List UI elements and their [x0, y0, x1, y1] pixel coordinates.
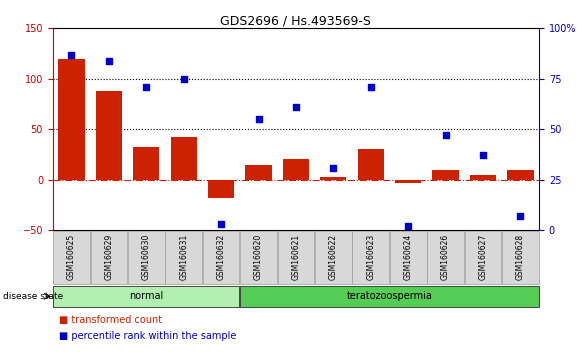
Point	[478, 153, 488, 158]
Point	[404, 223, 413, 229]
Text: ■ transformed count: ■ transformed count	[59, 315, 162, 325]
FancyBboxPatch shape	[240, 286, 539, 307]
FancyBboxPatch shape	[465, 231, 502, 284]
FancyBboxPatch shape	[390, 231, 427, 284]
Text: GSM160632: GSM160632	[217, 233, 226, 280]
FancyBboxPatch shape	[278, 231, 314, 284]
Bar	[395, 180, 421, 183]
FancyBboxPatch shape	[315, 231, 352, 284]
FancyBboxPatch shape	[427, 231, 464, 284]
Text: GSM160623: GSM160623	[366, 233, 375, 280]
Text: GSM160631: GSM160631	[179, 233, 188, 280]
Text: GSM160625: GSM160625	[67, 233, 76, 280]
Point	[441, 132, 450, 138]
Bar	[321, 177, 346, 180]
Text: GSM160624: GSM160624	[404, 233, 413, 280]
Point	[216, 221, 226, 227]
FancyBboxPatch shape	[352, 231, 389, 284]
Text: normal: normal	[129, 291, 163, 301]
FancyBboxPatch shape	[53, 231, 90, 284]
Point	[179, 76, 188, 82]
Text: GSM160629: GSM160629	[104, 233, 113, 280]
Bar	[283, 160, 309, 180]
Point	[142, 84, 151, 90]
Bar	[171, 137, 197, 180]
Text: GSM160630: GSM160630	[142, 233, 151, 280]
Bar	[470, 175, 496, 180]
Text: GSM160628: GSM160628	[516, 233, 525, 280]
FancyBboxPatch shape	[53, 286, 240, 307]
Text: GSM160620: GSM160620	[254, 233, 263, 280]
Point	[516, 213, 525, 219]
Point	[329, 165, 338, 170]
Point	[291, 104, 301, 110]
Bar	[432, 170, 459, 180]
FancyBboxPatch shape	[90, 231, 127, 284]
Bar	[507, 170, 533, 180]
Point	[254, 116, 263, 122]
Text: disease state: disease state	[3, 292, 63, 301]
FancyBboxPatch shape	[203, 231, 240, 284]
Text: GSM160621: GSM160621	[291, 233, 301, 280]
Bar	[246, 165, 272, 180]
FancyBboxPatch shape	[165, 231, 202, 284]
Text: GSM160622: GSM160622	[329, 233, 338, 280]
Bar	[59, 59, 84, 180]
Title: GDS2696 / Hs.493569-S: GDS2696 / Hs.493569-S	[220, 14, 372, 27]
FancyBboxPatch shape	[502, 231, 539, 284]
Bar	[357, 149, 384, 180]
Point	[67, 52, 76, 57]
Text: GSM160626: GSM160626	[441, 233, 450, 280]
Bar	[96, 91, 122, 180]
Point	[104, 58, 114, 63]
Point	[366, 84, 376, 90]
Bar	[208, 180, 234, 198]
FancyBboxPatch shape	[240, 231, 277, 284]
Text: teratozoospermia: teratozoospermia	[346, 291, 432, 301]
Text: GSM160627: GSM160627	[479, 233, 488, 280]
Bar	[133, 147, 159, 180]
Text: ■ percentile rank within the sample: ■ percentile rank within the sample	[59, 331, 236, 341]
FancyBboxPatch shape	[128, 231, 165, 284]
